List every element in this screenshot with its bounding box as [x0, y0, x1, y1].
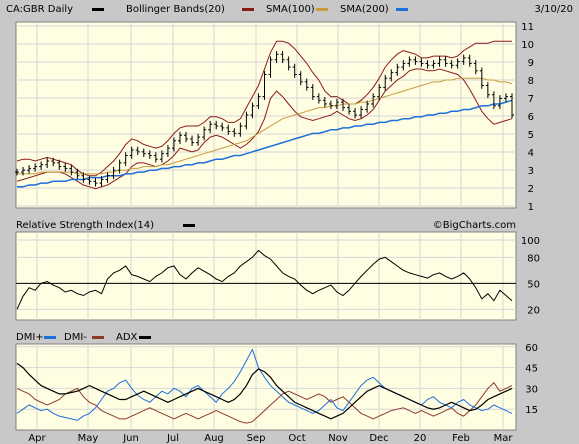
- legend-sma200-label: SMA(200): [340, 4, 389, 15]
- x-tick-label: Mar: [494, 433, 514, 444]
- adx-line: [16, 362, 513, 420]
- dmi-minus-label: DMI-: [64, 332, 87, 343]
- price-series-group: [15, 40, 514, 190]
- price-y-axis: 1 2 3 4 5 6 7 8 9 10 11: [521, 22, 534, 213]
- x-axis-labels: Apr May Jun Jul Aug Sep Oct Nov Dec 20 Feb Mar: [28, 433, 513, 444]
- rsi-panel: Relative Strength Index(14) ©BigCharts.c…: [15, 220, 540, 321]
- x-tick-label: 20: [414, 433, 427, 444]
- dmi-panel-frame: [15, 343, 517, 431]
- price-grid: [16, 22, 516, 208]
- bollinger-lower-line: [16, 68, 513, 190]
- sma100-line: [17, 77, 513, 175]
- price-y-tick-label: 4: [528, 148, 534, 159]
- rsi-panel-frame: [15, 231, 517, 321]
- rsi-y-axis: 20 50 80 100: [521, 236, 540, 316]
- legend-sma100-label: SMA(100): [266, 4, 315, 15]
- x-tick-label: Nov: [328, 433, 348, 444]
- price-legend-swatch: [92, 8, 104, 11]
- symbol-label: CA:GBR Daily: [6, 4, 73, 15]
- x-tick-label: Sep: [247, 433, 266, 444]
- dmi-y-axis: 15 30 45 60: [525, 343, 538, 416]
- price-y-tick-label: 5: [528, 130, 534, 141]
- dmi-minus-swatch: [92, 336, 104, 339]
- price-panel: 1 2 3 4 5 6 7 8 9 10 11: [15, 21, 534, 213]
- rsi-legend-swatch: [183, 224, 195, 227]
- price-y-tick-label: 3: [528, 166, 534, 177]
- dmi-y-tick-label: 15: [525, 405, 538, 416]
- rsi-series-group: [16, 249, 516, 310]
- x-tick-label: Feb: [452, 433, 470, 444]
- x-tick-label: Jul: [166, 433, 179, 444]
- dmi-panel: DMI+ DMI- ADX 15 30 45 60: [15, 332, 538, 431]
- x-tick-label: Dec: [369, 433, 388, 444]
- dmi-y-tick-label: 30: [525, 384, 538, 395]
- price-y-tick-label: 1: [528, 202, 534, 213]
- sma200-line: [17, 99, 513, 188]
- adx-label: ADX: [116, 332, 138, 343]
- rsi-line: [16, 249, 513, 310]
- x-tick-label: Apr: [28, 433, 46, 444]
- watermark: ©BigCharts.com: [433, 220, 516, 231]
- x-tick-label: Oct: [288, 433, 305, 444]
- dmi-plus-swatch: [44, 336, 56, 339]
- legend-sma200-swatch: [396, 8, 408, 11]
- rsi-title: Relative Strength Index(14): [16, 220, 154, 231]
- dmi-plus-label: DMI+: [16, 332, 44, 343]
- price-y-tick-label: 11: [521, 22, 534, 33]
- adx-swatch: [139, 336, 151, 339]
- rsi-y-tick-label: 50: [527, 279, 540, 290]
- x-tick-label: Aug: [204, 433, 224, 444]
- rsi-y-tick-label: 80: [527, 253, 540, 264]
- dmi-minus-line: [16, 382, 513, 424]
- x-tick-label: Jun: [122, 433, 139, 444]
- legend-bollinger-label: Bollinger Bands(20): [126, 4, 225, 15]
- price-y-tick-label: 10: [521, 40, 534, 51]
- price-y-tick-label: 2: [528, 184, 534, 195]
- chart-header: CA:GBR Daily Bollinger Bands(20) SMA(100…: [6, 4, 573, 15]
- price-y-tick-label: 7: [528, 94, 534, 105]
- chart-date: 3/10/20: [534, 4, 573, 15]
- price-y-tick-label: 8: [528, 76, 534, 87]
- x-tick-label: May: [78, 433, 99, 444]
- legend-bollinger-swatch: [242, 8, 254, 11]
- legend-sma100-swatch: [316, 8, 328, 11]
- rsi-y-tick-label: 100: [521, 236, 540, 247]
- dmi-series-group: [16, 348, 513, 424]
- price-y-tick-label: 6: [528, 112, 534, 123]
- price-y-tick-label: 9: [528, 58, 534, 69]
- rsi-y-tick-label: 20: [527, 305, 540, 316]
- dmi-plus-line: [16, 348, 513, 421]
- dmi-y-tick-label: 60: [525, 343, 538, 354]
- bollinger-upper-line: [16, 40, 512, 177]
- dmi-y-tick-label: 45: [525, 364, 538, 375]
